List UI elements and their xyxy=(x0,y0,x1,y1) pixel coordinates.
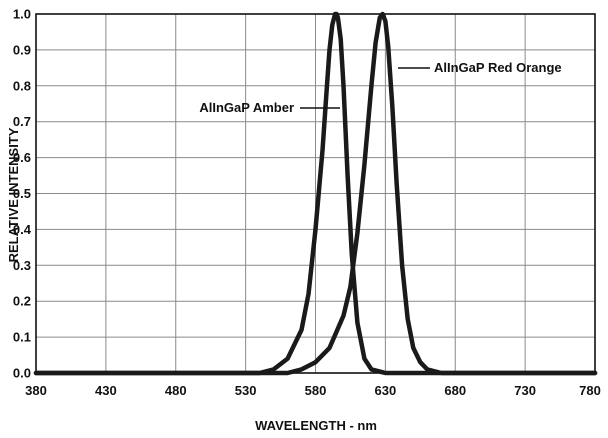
x-tick-label: 530 xyxy=(235,383,257,398)
x-tick-labels: 380 430 480 530 580 630 680 730 780 xyxy=(25,383,601,398)
x-tick-label: 380 xyxy=(25,383,47,398)
series-layer xyxy=(33,11,598,376)
y-tick-label: 0.6 xyxy=(13,150,31,165)
red-orange-annotation: AlInGaP Red Orange xyxy=(434,60,562,75)
y-tick-label: 0.0 xyxy=(13,366,31,381)
y-axis-title: RELATIVE INTENSITY xyxy=(6,127,21,262)
y-tick-label: 0.8 xyxy=(13,78,31,93)
x-tick-label: 730 xyxy=(514,383,536,398)
y-tick-label: 0.9 xyxy=(13,42,31,57)
x-axis-title: WAVELENGTH - nm xyxy=(255,418,377,433)
x-tick-label: 630 xyxy=(375,383,397,398)
x-tick-label: 680 xyxy=(444,383,466,398)
y-tick-label: 0.5 xyxy=(13,186,31,201)
amber-annotation: AlInGaP Amber xyxy=(199,100,294,115)
x-tick-label: 580 xyxy=(305,383,327,398)
series-red-orange-line xyxy=(33,11,598,376)
y-tick-label: 0.4 xyxy=(13,222,32,237)
x-tick-label: 780 xyxy=(579,383,601,398)
y-tick-labels: 0.0 0.1 0.2 0.3 0.4 0.5 0.6 0.7 0.8 0.9 1.0 xyxy=(13,7,32,381)
y-tick-label: 1.0 xyxy=(13,7,31,22)
plot-frame xyxy=(35,13,596,374)
y-tick-label: 0.3 xyxy=(13,258,31,273)
x-tick-label: 430 xyxy=(95,383,117,398)
y-tick-label: 0.2 xyxy=(13,294,31,309)
y-tick-label: 0.1 xyxy=(13,330,31,345)
x-tick-label: 480 xyxy=(165,383,187,398)
series-amber-line xyxy=(33,11,598,376)
grid-layer xyxy=(36,14,595,373)
y-tick-label: 0.7 xyxy=(13,114,31,129)
